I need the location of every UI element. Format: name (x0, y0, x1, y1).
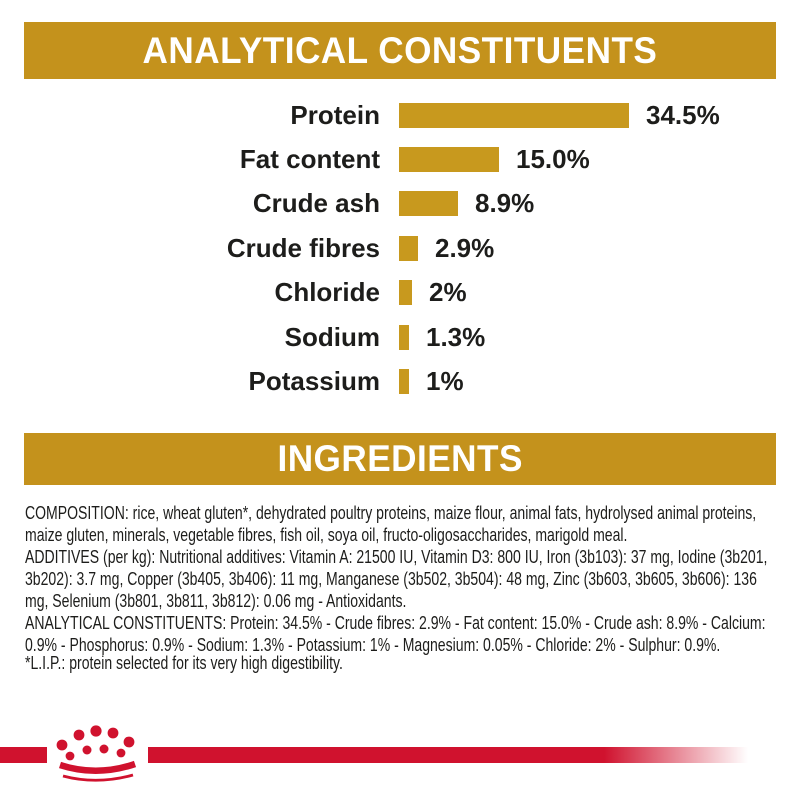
additives-paragraph: ADDITIVES (per kg): Nutritional additive… (25, 547, 768, 611)
nutrient-value: 1% (426, 366, 464, 397)
nutrient-bar (399, 324, 409, 350)
nutrient-label: Potassium (248, 366, 381, 397)
analytical-constituents-title: ANALYTICAL CONSTITUENTS (142, 29, 658, 71)
royal-canin-crown-icon (56, 725, 137, 782)
chart-row: Protein 34.5% (0, 93, 800, 137)
chart-row: Crude ash 8.9% (0, 182, 800, 226)
ingredients-text-block: COMPOSITION: rice, wheat gluten*, dehydr… (25, 502, 775, 656)
analytical-constituents-header: ANALYTICAL CONSTITUENTS (24, 22, 776, 79)
footer-rule-right (148, 747, 748, 763)
lip-footnote: *L.I.P.: protein selected for its very h… (25, 653, 343, 673)
chart-row: Sodium 1.3% (0, 315, 800, 359)
nutrient-value: 15.0% (516, 144, 590, 175)
chart-row: Crude fibres 2.9% (0, 226, 800, 270)
analytical-chart: Protein 34.5% Fat content 15.0% Crude as… (0, 93, 800, 404)
nutrient-value: 2% (429, 277, 467, 308)
chart-row: Chloride 2% (0, 271, 800, 315)
analytical-paragraph: ANALYTICAL CONSTITUENTS: Protein: 34.5% … (25, 613, 766, 655)
chart-row: Potassium 1% (0, 359, 800, 403)
nutrient-bar (399, 147, 499, 173)
composition-paragraph: COMPOSITION: rice, wheat gluten*, dehydr… (25, 503, 757, 545)
nutrient-label: Sodium (284, 321, 380, 352)
nutrient-value: 8.9% (475, 188, 535, 219)
nutrient-value: 34.5% (646, 99, 720, 130)
ingredients-title: INGREDIENTS (277, 438, 523, 479)
nutrient-label: Crude ash (252, 188, 380, 219)
nutrient-label: Crude fibres (226, 232, 380, 263)
nutrient-bar (399, 235, 418, 261)
nutrient-label: Protein (290, 99, 380, 130)
nutrient-bar (399, 102, 629, 128)
footer-rule-left (0, 747, 47, 763)
nutrient-label: Chloride (274, 277, 380, 308)
chart-row: Fat content 15.0% (0, 137, 800, 181)
nutrient-label: Fat content (239, 144, 380, 175)
nutrient-bar (399, 280, 412, 306)
nutrient-bar (399, 191, 458, 217)
nutrient-bar (399, 369, 409, 395)
ingredients-header: INGREDIENTS (24, 433, 776, 485)
nutrient-value: 1.3% (426, 321, 486, 352)
nutrient-value: 2.9% (435, 232, 495, 263)
